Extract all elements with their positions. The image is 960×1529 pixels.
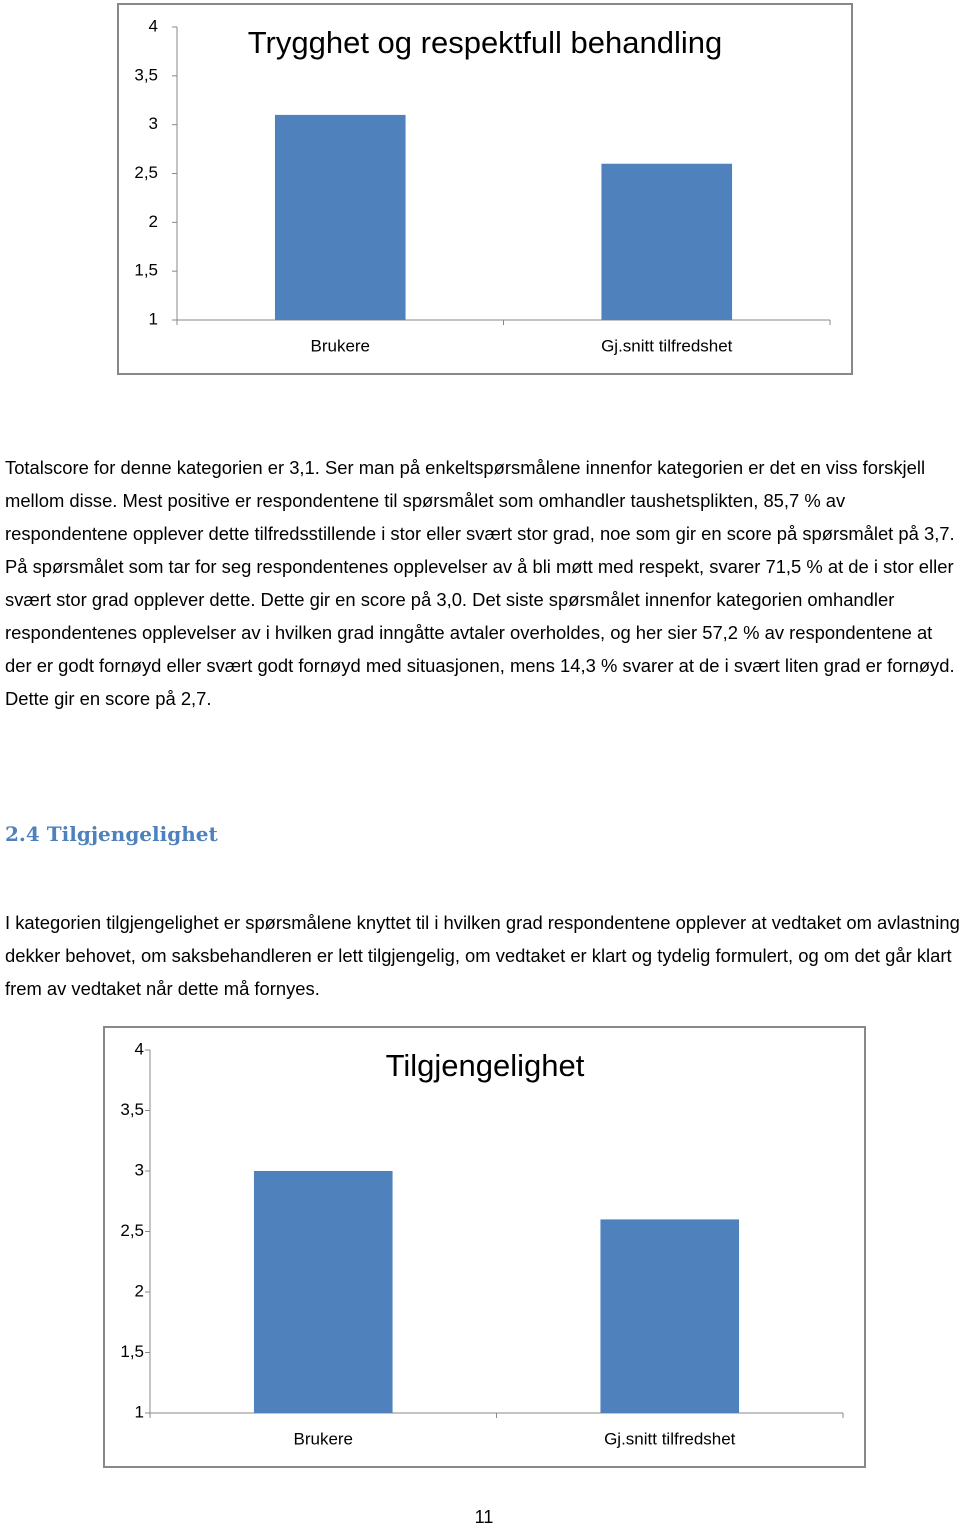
paragraph: Totalscore for denne kategorien er 3,1. … <box>5 457 955 709</box>
chart-frame <box>103 1026 866 1468</box>
section-heading: 2.4 Tilgjengelighet <box>5 822 218 846</box>
chart: 1 1,5 2 2,5 3 3,5 4 Trygghet og respektfull beh… <box>117 3 853 375</box>
bar <box>253 1171 393 1413</box>
bar <box>600 1219 740 1413</box>
chart: 1 1,5 2 2,5 3 3,5 4 Tilgjengelighet Brukere Gj.sn… <box>103 1026 866 1468</box>
y-tick-label: 1,5 <box>134 261 158 280</box>
y-tick-label: 3,5 <box>120 1100 144 1119</box>
x-tick-label: Brukere <box>310 336 370 355</box>
y-tick-label: 3,5 <box>134 65 158 84</box>
page-number: 11 <box>474 1507 494 1527</box>
chart-title: Tilgjengelighet <box>386 1048 585 1083</box>
x-tick-label: Gj.snitt tilfredshet <box>601 336 733 355</box>
y-tick-label: 2,5 <box>134 163 158 182</box>
y-tick-label: 3 <box>135 1160 144 1179</box>
x-tick-label: Brukere <box>293 1429 353 1448</box>
y-tick-label: 1 <box>135 1402 144 1421</box>
x-tick-label: Gj.snitt tilfredshet <box>604 1429 736 1448</box>
paragraph: I kategorien tilgjengelighet er spørsmål… <box>5 912 960 999</box>
y-tick-label: 3 <box>149 114 158 133</box>
y-tick-label: 2,5 <box>120 1221 144 1240</box>
y-tick-label: 2 <box>149 212 158 231</box>
y-tick-label: 4 <box>135 1039 144 1058</box>
bar <box>601 163 733 320</box>
y-tick-label: 1 <box>149 309 158 328</box>
y-tick-label: 2 <box>135 1281 144 1300</box>
y-tick-label: 1,5 <box>120 1342 144 1361</box>
chart-title: Trygghet og respektfull behandling <box>248 25 723 60</box>
y-tick-label: 4 <box>149 16 158 35</box>
bar <box>274 114 406 321</box>
